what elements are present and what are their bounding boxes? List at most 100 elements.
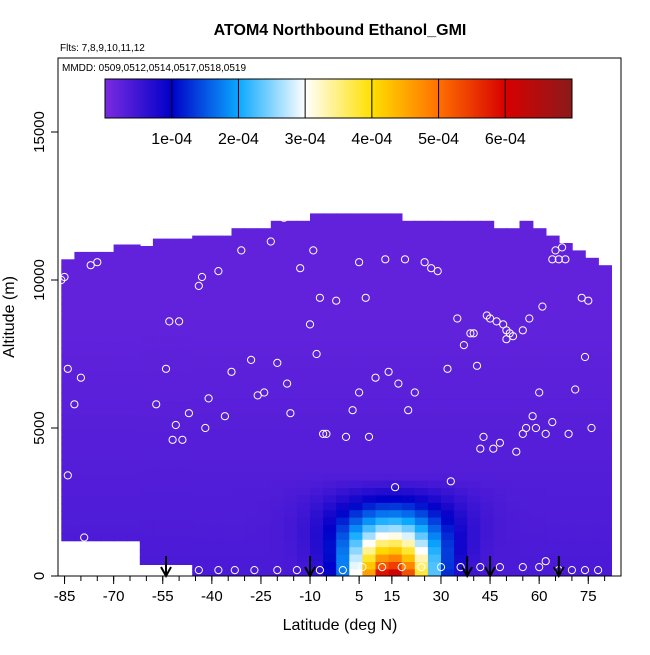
heatmap-cell [467, 509, 482, 518]
heatmap-cell [152, 246, 167, 255]
heatmap-cell [296, 309, 311, 318]
heatmap-cell [558, 317, 573, 326]
heatmap-cell [427, 339, 442, 348]
heatmap-cell [558, 265, 573, 274]
heatmap-cell [427, 220, 442, 229]
heatmap-cell [375, 391, 390, 400]
heatmap-cell [283, 398, 298, 407]
heatmap-cell [283, 354, 298, 363]
heatmap-cell [283, 413, 298, 422]
heatmap-cell [61, 348, 76, 357]
heatmap-cell [179, 431, 193, 440]
heatmap-cell [100, 488, 115, 497]
heatmap-cell [545, 435, 560, 444]
heatmap-cell [362, 324, 377, 333]
heatmap-cell [336, 539, 351, 548]
heatmap-cell [401, 428, 416, 437]
heatmap-cell [205, 487, 220, 496]
heatmap-cell [598, 339, 612, 348]
heatmap-cell [113, 496, 128, 505]
heatmap-cell [192, 509, 207, 518]
heatmap-cell [126, 274, 141, 283]
heatmap-cell [257, 383, 272, 392]
heatmap-cell [414, 546, 429, 555]
heatmap-cell [388, 368, 403, 377]
heatmap-cell [493, 339, 508, 348]
heatmap-cell [179, 371, 193, 380]
heatmap-cell [427, 280, 442, 289]
heatmap-cell [244, 450, 259, 459]
heatmap-cell [441, 324, 455, 333]
heatmap-cell [532, 235, 547, 244]
heatmap-cell [100, 451, 115, 460]
heatmap-cell [323, 317, 337, 326]
heatmap-cell [218, 479, 233, 488]
sample-point [446, 477, 455, 486]
heatmap-cell [571, 494, 586, 503]
heatmap-cell [571, 309, 586, 318]
heatmap-cell [349, 457, 364, 466]
heatmap-cell [349, 487, 364, 496]
sample-point [522, 423, 531, 433]
heatmap-cell [218, 361, 233, 370]
heatmap-cell [218, 553, 233, 562]
heatmap-cell [598, 524, 612, 533]
heatmap-cell [257, 228, 272, 237]
heatmap-cell [310, 487, 324, 496]
heatmap-cell [244, 472, 259, 481]
heatmap-cell [414, 568, 429, 576]
heatmap-cell [257, 398, 272, 407]
heatmap-cell [427, 435, 442, 444]
heatmap-cell [336, 450, 351, 459]
heatmap-cell [467, 280, 482, 289]
heatmap-cell [427, 346, 442, 355]
heatmap-cell [283, 346, 298, 355]
heatmap-cell [441, 339, 455, 348]
heatmap-cell [323, 450, 337, 459]
heatmap-cell [401, 405, 416, 414]
heatmap-cell [283, 265, 298, 274]
heatmap-cell [427, 502, 442, 511]
heatmap-cell [244, 309, 259, 318]
heatmap-cell [427, 272, 442, 281]
heatmap-cell [87, 488, 102, 497]
heatmap-cell [74, 296, 89, 305]
heatmap-cell [61, 325, 76, 335]
heatmap-cell [87, 311, 102, 320]
heatmap-cell [585, 317, 599, 326]
heatmap-cell [349, 413, 364, 422]
heatmap-cell [310, 442, 324, 451]
heatmap-cell [192, 339, 207, 348]
heatmap-cell [283, 235, 298, 244]
heatmap-cell [493, 442, 508, 451]
sample-point [518, 563, 527, 572]
sample-point [410, 388, 419, 397]
heatmap-cell [100, 355, 115, 364]
heatmap-cell [506, 368, 521, 377]
heatmap-cell [480, 524, 495, 533]
heatmap-cell [61, 488, 76, 497]
heatmap-cell [558, 361, 573, 370]
heatmap-cell [113, 392, 128, 401]
sample-point [93, 258, 102, 267]
heatmap-cell [558, 376, 573, 385]
heatmap-cell [205, 391, 220, 400]
heatmap-cell [414, 413, 429, 422]
sample-point [535, 563, 544, 572]
heatmap-cell [480, 442, 495, 451]
heatmap-cell [192, 265, 207, 274]
heatmap-cell [166, 497, 180, 506]
heatmap-cell [179, 327, 193, 336]
heatmap-cell [296, 376, 311, 385]
heatmap-cell [296, 435, 311, 444]
heatmap-cell [493, 391, 508, 400]
heatmap-cell [349, 516, 364, 525]
heatmap-cell [375, 376, 390, 385]
heatmap-cell [310, 287, 324, 296]
heatmap-cell [126, 370, 141, 379]
heatmap-cell [480, 561, 495, 570]
heatmap-cell [493, 531, 508, 540]
heatmap-cell [598, 354, 612, 363]
heatmap-cell [454, 509, 468, 518]
heatmap-cell [244, 428, 259, 437]
